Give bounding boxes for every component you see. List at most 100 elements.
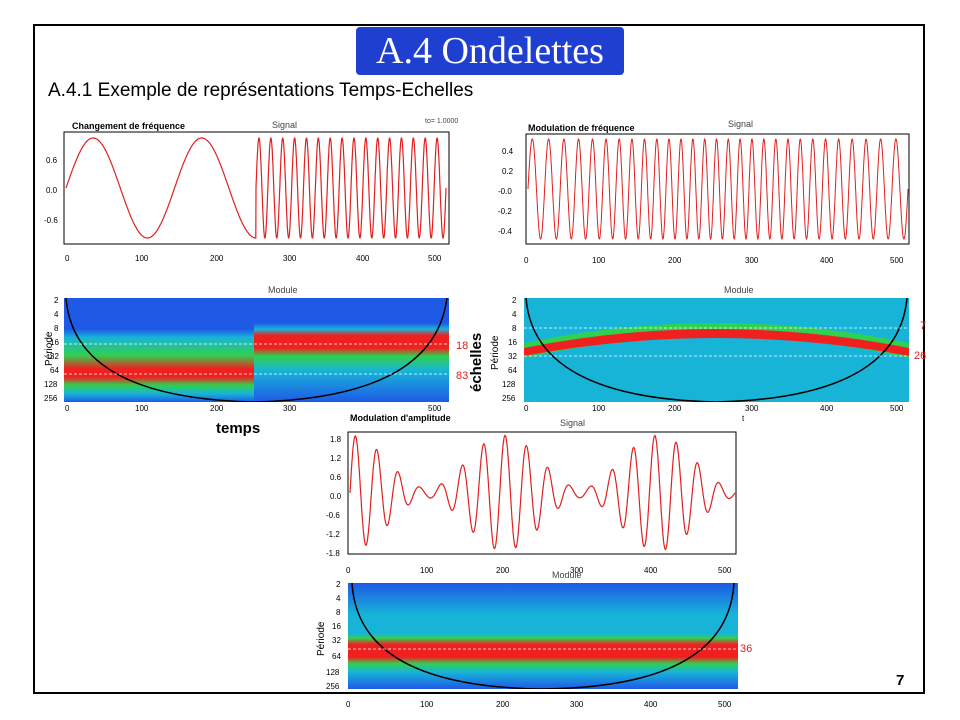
- panel4-ytick: 256: [502, 394, 516, 403]
- panel6-xtick: 100: [420, 700, 434, 709]
- panel4-xtick: 100: [592, 404, 606, 413]
- slide-title: A.4 Ondelettes: [356, 27, 624, 75]
- panel5-ytick: 1.8: [330, 435, 342, 444]
- panel6-ytick: 8: [336, 608, 341, 617]
- panel3-xtick: 500: [428, 404, 442, 413]
- panel4-marker: 7: [920, 320, 927, 332]
- panel1-xtick: 200: [210, 254, 224, 263]
- panel1-ytick: 0.6: [46, 156, 58, 165]
- panel4-ytick: 2: [512, 296, 517, 305]
- panel4-xtick: 400: [820, 404, 834, 413]
- panel2-signal-plot: [525, 133, 910, 245]
- panel5-ytick: -0.6: [326, 511, 340, 520]
- panel6-xtick: 300: [570, 700, 584, 709]
- panel6-scalogram: [348, 583, 738, 689]
- panel2-ytick: -0.0: [498, 187, 512, 196]
- panel3-ytick: 32: [50, 352, 59, 361]
- panel6-marker: 36: [740, 643, 753, 655]
- panel5-ytick: 0.6: [330, 473, 342, 482]
- panel3-xtick: 200: [210, 404, 224, 413]
- panel6-xtick: 400: [644, 700, 658, 709]
- panel1-signal-label: Signal: [272, 120, 298, 130]
- panel5-xtick: 0: [346, 566, 351, 575]
- panel3-ytick: 128: [44, 380, 58, 389]
- panel3-xtick: 300: [283, 404, 297, 413]
- slide-title-text: A.4 Ondelettes: [376, 30, 604, 72]
- panel1-xtick: 400: [356, 254, 370, 263]
- panel2-ytick: 0.2: [502, 167, 514, 176]
- panel4-xtick: 500: [890, 404, 904, 413]
- panel6-ytick: 4: [336, 594, 341, 603]
- panel5-ytick: 0.0: [330, 492, 342, 501]
- panel2-title: Modulation de fréquence: [528, 123, 635, 133]
- panel6-xtick: 0: [346, 700, 351, 709]
- panel2-xtick: 200: [668, 256, 682, 265]
- panel3-marker: 83: [456, 370, 469, 382]
- panel2-xtick: 100: [592, 256, 606, 265]
- panel4-scalogram: [524, 298, 909, 402]
- panel4-ytick: 8: [512, 324, 517, 333]
- scales-axis-label: échelles: [468, 332, 485, 392]
- panel5-ytick: -1.2: [326, 530, 340, 539]
- panel2-xtick: 400: [820, 256, 834, 265]
- panel3-marker: 18: [456, 340, 469, 352]
- panel6-ytick: 128: [326, 668, 340, 677]
- panel1-xtick: 0: [65, 254, 70, 263]
- panel6-xtick: 500: [718, 700, 732, 709]
- panel4-xtick: 200: [668, 404, 682, 413]
- panel6-ytick: 32: [332, 636, 341, 645]
- panel3-ytick: 64: [50, 366, 59, 375]
- time-axis-label: temps: [216, 420, 261, 437]
- panel5-ytick: -1.8: [326, 549, 340, 558]
- panel4-ylabel: Période: [490, 335, 501, 370]
- panel4-ytick: 64: [508, 366, 517, 375]
- panel3-ytick: 8: [54, 324, 59, 333]
- panel5-xtick: 300: [570, 566, 584, 575]
- panel3-ytick: 256: [44, 394, 58, 403]
- panel1-extra: to= 1.0000: [425, 118, 459, 125]
- panel2-signal-label: Signal: [728, 119, 754, 129]
- panel1-title: Changement de fréquence: [72, 121, 186, 131]
- panel6-module-label: Module: [552, 570, 582, 580]
- panel3-scalogram: [64, 298, 449, 402]
- panel6-ylabel: Période: [316, 621, 327, 656]
- panel2-xtick: 300: [745, 256, 759, 265]
- panel4-ytick: 4: [512, 310, 517, 319]
- panel5-ytick: 1.2: [330, 454, 342, 463]
- panel6-ytick: 2: [336, 580, 341, 589]
- panel4-ytick: 128: [502, 380, 516, 389]
- panel4-ytick: 32: [508, 352, 517, 361]
- panel2-ytick: -0.4: [498, 227, 512, 236]
- panel2-xtick: 0: [524, 256, 529, 265]
- panel1-xtick: 500: [428, 254, 442, 263]
- panel1-signal-plot: [63, 131, 450, 245]
- panel4-xtick: 0: [524, 404, 529, 413]
- panel1-xtick: 100: [135, 254, 149, 263]
- page-number: 7: [896, 672, 905, 689]
- panel3-ytick: 4: [54, 310, 59, 319]
- panel6-ytick: 16: [332, 622, 341, 631]
- panel3-ytick: 16: [50, 338, 59, 347]
- panel4-marker: 26: [914, 350, 927, 362]
- panel2-xtick: 500: [890, 256, 904, 265]
- panel5-xtick: 500: [718, 566, 732, 575]
- panel3-ytick: 2: [54, 296, 59, 305]
- panel5-xtick: 200: [496, 566, 510, 575]
- panel5-signal-plot: [347, 431, 737, 555]
- panel6-xtick: 200: [496, 700, 510, 709]
- panel2-ytick: -0.2: [498, 207, 512, 216]
- panel6-ytick: 256: [326, 682, 340, 691]
- panel3-xtick: 100: [135, 404, 149, 413]
- panel1-ytick: -0.6: [44, 216, 58, 225]
- slide-frame: [33, 24, 925, 694]
- panel4-extra: t: [742, 414, 745, 423]
- panel5-signal-label: Signal: [560, 418, 586, 428]
- panel3-xtick: 0: [65, 404, 70, 413]
- panel6-ytick: 64: [332, 652, 341, 661]
- panel1-ytick: 0.0: [46, 186, 58, 195]
- panel3-module-label: Module: [268, 285, 298, 295]
- slide-subtitle: A.4.1 Exemple de représentations Temps-E…: [48, 80, 474, 101]
- panel2-ytick: 0.4: [502, 147, 514, 156]
- panel5-title: Modulation d'amplitude: [350, 413, 451, 423]
- panel4-module-label: Module: [724, 285, 754, 295]
